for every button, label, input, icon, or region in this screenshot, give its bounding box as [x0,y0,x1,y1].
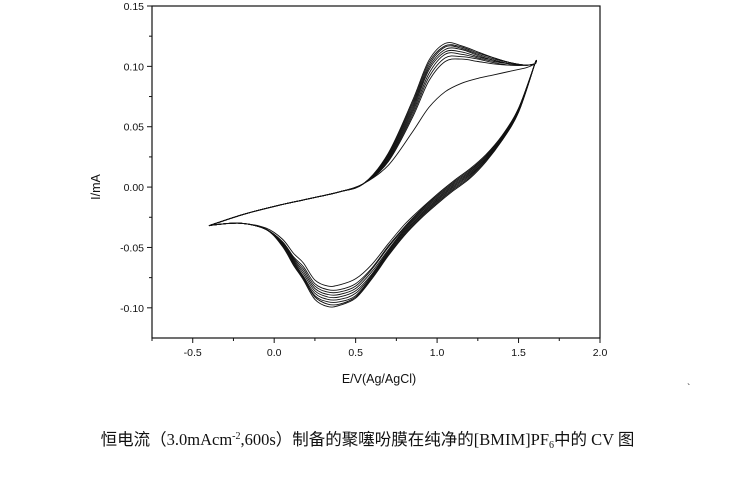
y-axis-title: I/mA [89,173,103,199]
caption-suffix: 中的 CV 图 [554,430,635,449]
y-tick-label: 0.00 [124,182,145,194]
y-tick-label: 0.05 [124,122,145,134]
cv-cycle-1 [208,60,537,287]
cv-cycle-3 [208,55,537,294]
caption-superscript: -2 [232,431,241,442]
y-axis: 0.15 0.10 0.05 0.00 -0.05 -0.10 [120,1,152,315]
y-tick-label: -0.05 [120,242,144,254]
cv-cycle-9 [208,42,537,308]
cv-cycle-7 [208,45,537,303]
x-tick-label: 2.0 [593,347,608,359]
y-tick-label: -0.10 [120,303,144,315]
plot-border [151,5,601,339]
y-tick-label: 0.15 [124,1,145,13]
cv-curves [208,42,537,308]
y-tick-label: 0.10 [124,61,145,73]
cv-cycle-4 [208,52,537,296]
x-tick-label: 1.0 [430,347,445,359]
figure-caption: 恒电流（3.0mAcm-2,600s）制备的聚噻吩膜在纯净的[BMIM]PF6中… [0,426,735,451]
cv-chart: -0.5 0.0 0.5 1.0 1.5 2.0 0.15 0.10 0.05 0.00 -0.0… [89,1,608,386]
plot-frame [151,5,601,339]
cv-cycle-6 [208,47,537,301]
stray-mark: ` [687,383,691,394]
caption-subscript: 6 [549,440,554,451]
x-tick-label: 0.0 [267,347,282,359]
caption-middle: ,600s）制备的聚噻吩膜在纯净的[BMIM]PF [240,430,549,449]
cv-cycle-5 [208,49,537,299]
x-tick-label: 1.5 [511,347,526,359]
x-tick-label: 0.5 [348,347,363,359]
x-axis-title: E/V(Ag/AgCl) [342,372,416,386]
caption-prefix: 恒电流（3.0mAcm [100,430,233,449]
x-tick-label: -0.5 [184,347,202,359]
x-axis: -0.5 0.0 0.5 1.0 1.5 2.0 [151,338,608,359]
